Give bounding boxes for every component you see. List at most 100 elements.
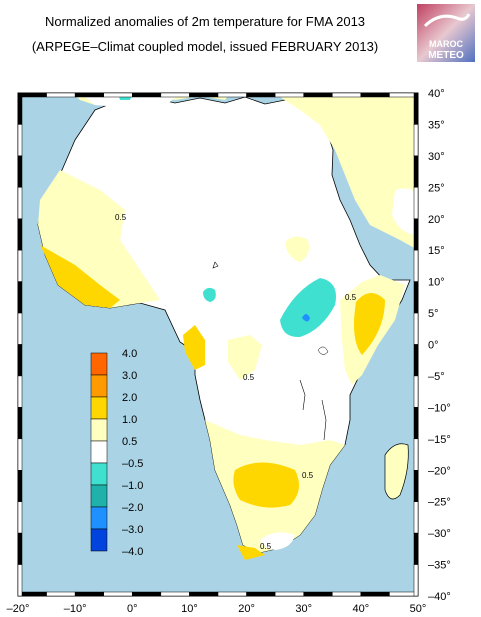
top-tick-segment [303,92,333,98]
contour-label-east: 0.5 [345,293,357,302]
bottom-tick-segment [189,591,219,597]
top-tick-segment [160,92,190,98]
bottom-tick-segment [246,591,276,597]
left-tick-segment [17,532,23,565]
right-tick-segment [413,218,419,251]
right-tick-segment [413,187,419,219]
y-tick-label: –40° [428,591,451,603]
top-tick-segment [46,92,76,98]
right-tick-segment [413,92,419,125]
madagascar [384,443,409,500]
left-tick-segment [17,187,23,219]
right-tick-segment [413,281,419,314]
left-tick-segment [17,281,23,314]
y-tick-label: 30° [428,151,445,163]
logo-text-bottom: METEO [428,50,464,61]
y-tick-label: 20° [428,214,445,226]
y-axis-labels: 40° 35° 30° 25° 20° 15° 10° 5° 0° –5° –10° –15° –20°… [428,88,451,603]
top-tick-segment [189,92,219,98]
y-tick-label: –35° [428,560,451,572]
left-tick-segment [17,124,23,157]
top-tick-segment [332,92,362,98]
x-tick-label: 20° [238,603,255,615]
legend-label: 3.0 [122,370,137,382]
legend-label: 0.5 [122,436,137,448]
tibesti-outline [212,261,219,269]
top-tick-segment [217,92,247,98]
right-tick-segment [413,470,419,502]
bottom-tick-segment [274,591,304,597]
y-tick-label: 25° [428,182,445,194]
bottom-tick-segment [217,591,247,597]
right-tick-segment [413,407,419,440]
top-tick-bar [17,92,419,98]
legend-label: 2.0 [122,392,137,404]
y-tick-label: –30° [428,528,451,540]
lake-victoria-cool-area [302,314,310,322]
x-tick-label: 50° [410,603,427,615]
bottom-tick-segment [360,591,390,597]
y-tick-label: 10° [428,277,445,289]
top-tick-segment [274,92,304,98]
top-tick-segment [17,92,47,98]
contour-label-southern: 0.5 [302,471,314,480]
x-tick-label: –20° [7,603,30,615]
bottom-tick-segment [303,591,333,597]
chad-cool-area [203,287,216,302]
lake-tanganyika [299,379,306,411]
top-tick-segment [74,92,104,98]
legend-label: –0.5 [122,458,143,470]
left-tick-segment [17,438,23,471]
map-area [18,93,418,596]
legend-swatch [90,484,108,508]
bottom-tick-segment [132,591,162,597]
right-tick-segment [413,249,419,282]
top-tick-segment [103,92,133,98]
left-tick-segment [17,218,23,251]
legend-swatch [90,462,108,486]
bottom-tick-segment [389,591,419,597]
legend-swatch [90,396,108,420]
y-tick-label: 5° [428,308,439,320]
y-tick-label: 15° [428,245,445,257]
east-strong-warm-area [354,292,385,355]
right-tick-segment [413,312,419,345]
x-tick-label: 0° [127,603,138,615]
legend-swatch [90,352,108,376]
y-tick-label: –10° [428,402,451,414]
left-tick-segment [17,375,23,408]
legend-swatch [90,506,108,530]
left-tick-segment [17,249,23,282]
x-tick-label: 30° [295,603,312,615]
bottom-tick-segment [46,591,76,597]
y-tick-label: 40° [428,88,445,100]
right-tick-segment [413,564,419,597]
map-title: Normalized anomalies of 2m temperature f… [44,14,366,29]
maroc-meteo-logo: MAROC METEO [417,4,475,62]
southern-strong-warm-area [233,462,299,508]
map-subtitle: (ARPEGE–Climat coupled model, issued FEB… [31,39,379,54]
bottom-tick-segment [17,591,47,597]
cape-warm-area [237,545,265,560]
legend-label: –4.0 [122,546,143,558]
x-axis-labels: –20° –10° 0° 10° 20° 30° 40° 50° [7,603,427,615]
left-tick-segment [17,155,23,188]
left-tick-segment [17,312,23,345]
contour-label-central-south: 0.5 [243,373,255,382]
contour-label-south-tip: 0.5 [260,542,272,551]
top-tick-segment [360,92,390,98]
lake-malawi [321,399,327,441]
top-tick-segment [246,92,276,98]
top-tick-segment [389,92,419,98]
logo-text-top: MAROC [429,39,463,49]
gulf-warm-area [183,325,205,370]
right-tick-segment [413,344,419,377]
x-tick-label: –10° [64,603,87,615]
left-tick-bar [17,92,23,597]
right-tick-segment [413,124,419,157]
lake-victoria [317,346,329,355]
x-tick-label: 40° [353,603,370,615]
right-tick-segment [413,532,419,565]
x-tick-label: 10° [181,603,198,615]
